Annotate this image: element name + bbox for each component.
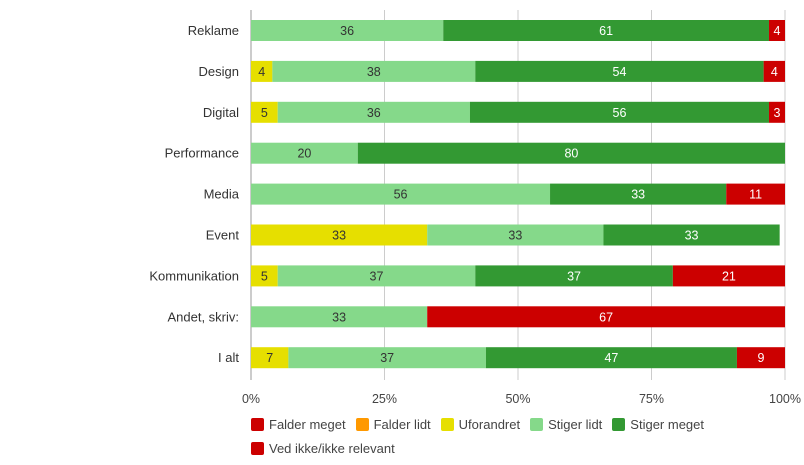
data-label: 61	[599, 24, 613, 38]
legend-swatch	[612, 417, 626, 431]
x-tick-label: 75%	[639, 392, 664, 406]
bar-segment	[550, 183, 727, 205]
bar-segment	[763, 60, 785, 82]
data-label: 33	[332, 310, 346, 324]
category-label: Kommunikation	[149, 268, 239, 283]
bar-segment	[277, 101, 470, 123]
bar-segment	[272, 60, 476, 82]
legend-label: Falder lidt	[373, 416, 431, 432]
data-label: 4	[258, 65, 265, 79]
bar-segment	[251, 142, 358, 164]
x-tick-label: 0%	[242, 392, 260, 406]
bar-segment	[251, 101, 278, 123]
bar-segment	[768, 20, 785, 41]
data-label: 47	[604, 351, 618, 365]
bar-segment	[672, 265, 785, 287]
data-label: 80	[564, 147, 578, 161]
legend-item: Ved ikke/ikke relevant	[251, 436, 395, 460]
bar-segment	[427, 224, 604, 246]
bar-segment	[251, 347, 289, 369]
bar-segment	[357, 142, 785, 164]
legend-item: Stiger meget	[612, 412, 704, 436]
bar-segment	[475, 60, 764, 82]
legend-swatch	[440, 417, 454, 431]
x-tick-label: 25%	[372, 392, 397, 406]
legend-item: Falder meget	[251, 412, 346, 436]
data-label: 5	[261, 106, 268, 120]
data-label: 54	[613, 65, 627, 79]
legend-item: Stiger lidt	[530, 412, 602, 436]
bar-segment	[603, 224, 780, 246]
data-label: 11	[749, 188, 762, 202]
data-label: 56	[394, 188, 408, 202]
data-label: 9	[757, 351, 764, 365]
data-label: 37	[370, 269, 384, 283]
legend-label: Stiger lidt	[548, 416, 603, 432]
legend-swatch	[251, 417, 264, 431]
data-label: 37	[380, 351, 394, 365]
legend-label: Uforandret	[458, 416, 521, 432]
category-label: Reklame	[188, 23, 239, 38]
category-label: Event	[206, 228, 240, 243]
data-label: 33	[332, 229, 346, 243]
data-label: 38	[367, 65, 381, 79]
data-label: 20	[297, 147, 311, 161]
bar-segment	[288, 347, 486, 369]
x-tick-label: 100%	[769, 392, 801, 406]
bar-segment	[485, 347, 737, 369]
data-label: 4	[774, 24, 781, 38]
data-label: 36	[367, 106, 381, 120]
bar-segment	[251, 183, 551, 205]
bar-segment	[277, 265, 476, 287]
legend-swatch	[530, 417, 544, 431]
data-label: 33	[508, 229, 522, 243]
legend-label: Stiger meget	[630, 416, 704, 432]
category-label: Performance	[165, 146, 239, 161]
data-label: 33	[685, 229, 699, 243]
data-label: 56	[613, 106, 627, 120]
data-label: 4	[771, 65, 778, 79]
bar-segment	[251, 224, 428, 246]
legend-item: Falder lidt	[355, 412, 431, 436]
data-label: 21	[722, 269, 736, 283]
bar-segment	[251, 265, 278, 287]
data-label: 33	[631, 188, 645, 202]
legend-item: Uforandret	[440, 412, 521, 436]
bar-segment	[251, 20, 444, 41]
bar-segment	[251, 60, 273, 82]
category-label: Design	[199, 64, 239, 79]
category-label: Andet, skriv:	[167, 309, 239, 324]
bar-segment	[251, 306, 428, 328]
legend-label: Ved ikke/ikke relevant	[269, 440, 395, 456]
data-label: 3	[774, 106, 781, 120]
bar-segment	[726, 183, 785, 205]
category-label: Media	[204, 187, 240, 202]
bar-segment	[443, 20, 769, 41]
legend-label: Falder meget	[269, 416, 346, 432]
category-label: Digital	[203, 105, 239, 120]
data-label: 7	[266, 351, 273, 365]
category-label: I alt	[218, 350, 239, 365]
legend: Falder meget Falder lidt Uforandret Stiger …	[251, 412, 771, 460]
data-label: 37	[567, 269, 581, 283]
data-label: 5	[261, 269, 268, 283]
bar-segment	[427, 306, 785, 328]
bar-segment	[768, 101, 785, 123]
data-label: 67	[599, 310, 613, 324]
data-label: 36	[340, 24, 354, 38]
bar-segment	[469, 101, 769, 123]
legend-swatch	[355, 417, 369, 431]
bar-segment	[736, 347, 785, 369]
bar-segment	[475, 265, 673, 287]
x-tick-label: 50%	[505, 392, 530, 406]
legend-swatch	[251, 441, 264, 455]
